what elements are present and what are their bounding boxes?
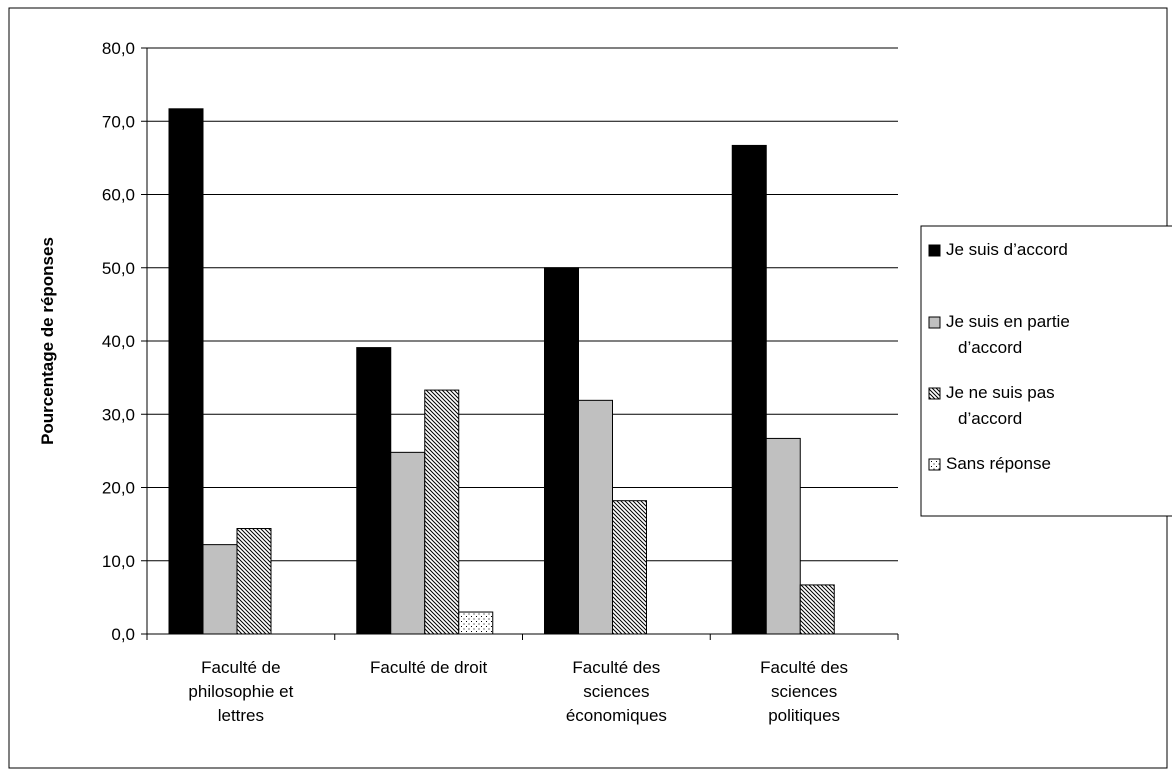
legend-label-1: Je suis en partie d’accord bbox=[946, 312, 1070, 357]
legend-label-2: Je ne suis pas d’accord bbox=[946, 383, 1055, 428]
legend: Je suis d’accord Je suis en partie d’accor… bbox=[920, 225, 1172, 517]
y-tick-label: 10,0 bbox=[102, 552, 135, 571]
bar-1-2 bbox=[578, 399, 613, 635]
bar-0-2 bbox=[544, 267, 579, 635]
category-label: Faculté de droit bbox=[370, 658, 487, 677]
bar-2-3 bbox=[799, 584, 835, 635]
category-labels: Faculté de philosophie et lettres Faculté d… bbox=[188, 658, 848, 725]
legend-swatch-0 bbox=[928, 244, 941, 257]
bar-0-3 bbox=[731, 144, 767, 635]
y-tick-labels: 0,0 10,0 20,0 30,0 40,0 50,0 60,0 70,0 80,0 bbox=[102, 39, 135, 644]
y-tick-label: 70,0 bbox=[102, 112, 135, 131]
bar-2-2 bbox=[612, 500, 647, 635]
category-label: Faculté des sciences politiques bbox=[760, 658, 848, 725]
y-tick-label: 30,0 bbox=[102, 405, 135, 424]
bar-3-1 bbox=[458, 611, 494, 635]
axes bbox=[141, 47, 899, 640]
legend-swatch-2 bbox=[928, 387, 941, 400]
y-tick-label: 0,0 bbox=[111, 625, 135, 644]
bar-1-3 bbox=[765, 437, 801, 635]
bar-2-1 bbox=[424, 389, 460, 635]
legend-label-0: Je suis d’accord bbox=[946, 240, 1068, 259]
bar-1-1 bbox=[390, 451, 426, 635]
y-tick-label: 20,0 bbox=[102, 479, 135, 498]
bars bbox=[168, 108, 835, 635]
bar-0-0 bbox=[168, 108, 204, 635]
category-label: Faculté de philosophie et lettres bbox=[188, 658, 293, 725]
y-axis-label: Pourcentage de réponses bbox=[38, 237, 57, 445]
y-tick-label: 40,0 bbox=[102, 332, 135, 351]
bar-0-1 bbox=[356, 347, 392, 635]
y-tick-label: 80,0 bbox=[102, 39, 135, 58]
bar-1-0 bbox=[202, 544, 238, 635]
y-tick-label: 60,0 bbox=[102, 186, 135, 205]
y-tick-label: 50,0 bbox=[102, 259, 135, 278]
legend-swatch-3 bbox=[928, 458, 941, 471]
legend-box bbox=[920, 225, 1172, 517]
bar-2-0 bbox=[236, 528, 272, 635]
legend-label-3: Sans réponse bbox=[946, 454, 1051, 473]
legend-swatch-1 bbox=[928, 316, 941, 329]
category-label: Faculté des sciences économiques bbox=[566, 658, 667, 725]
